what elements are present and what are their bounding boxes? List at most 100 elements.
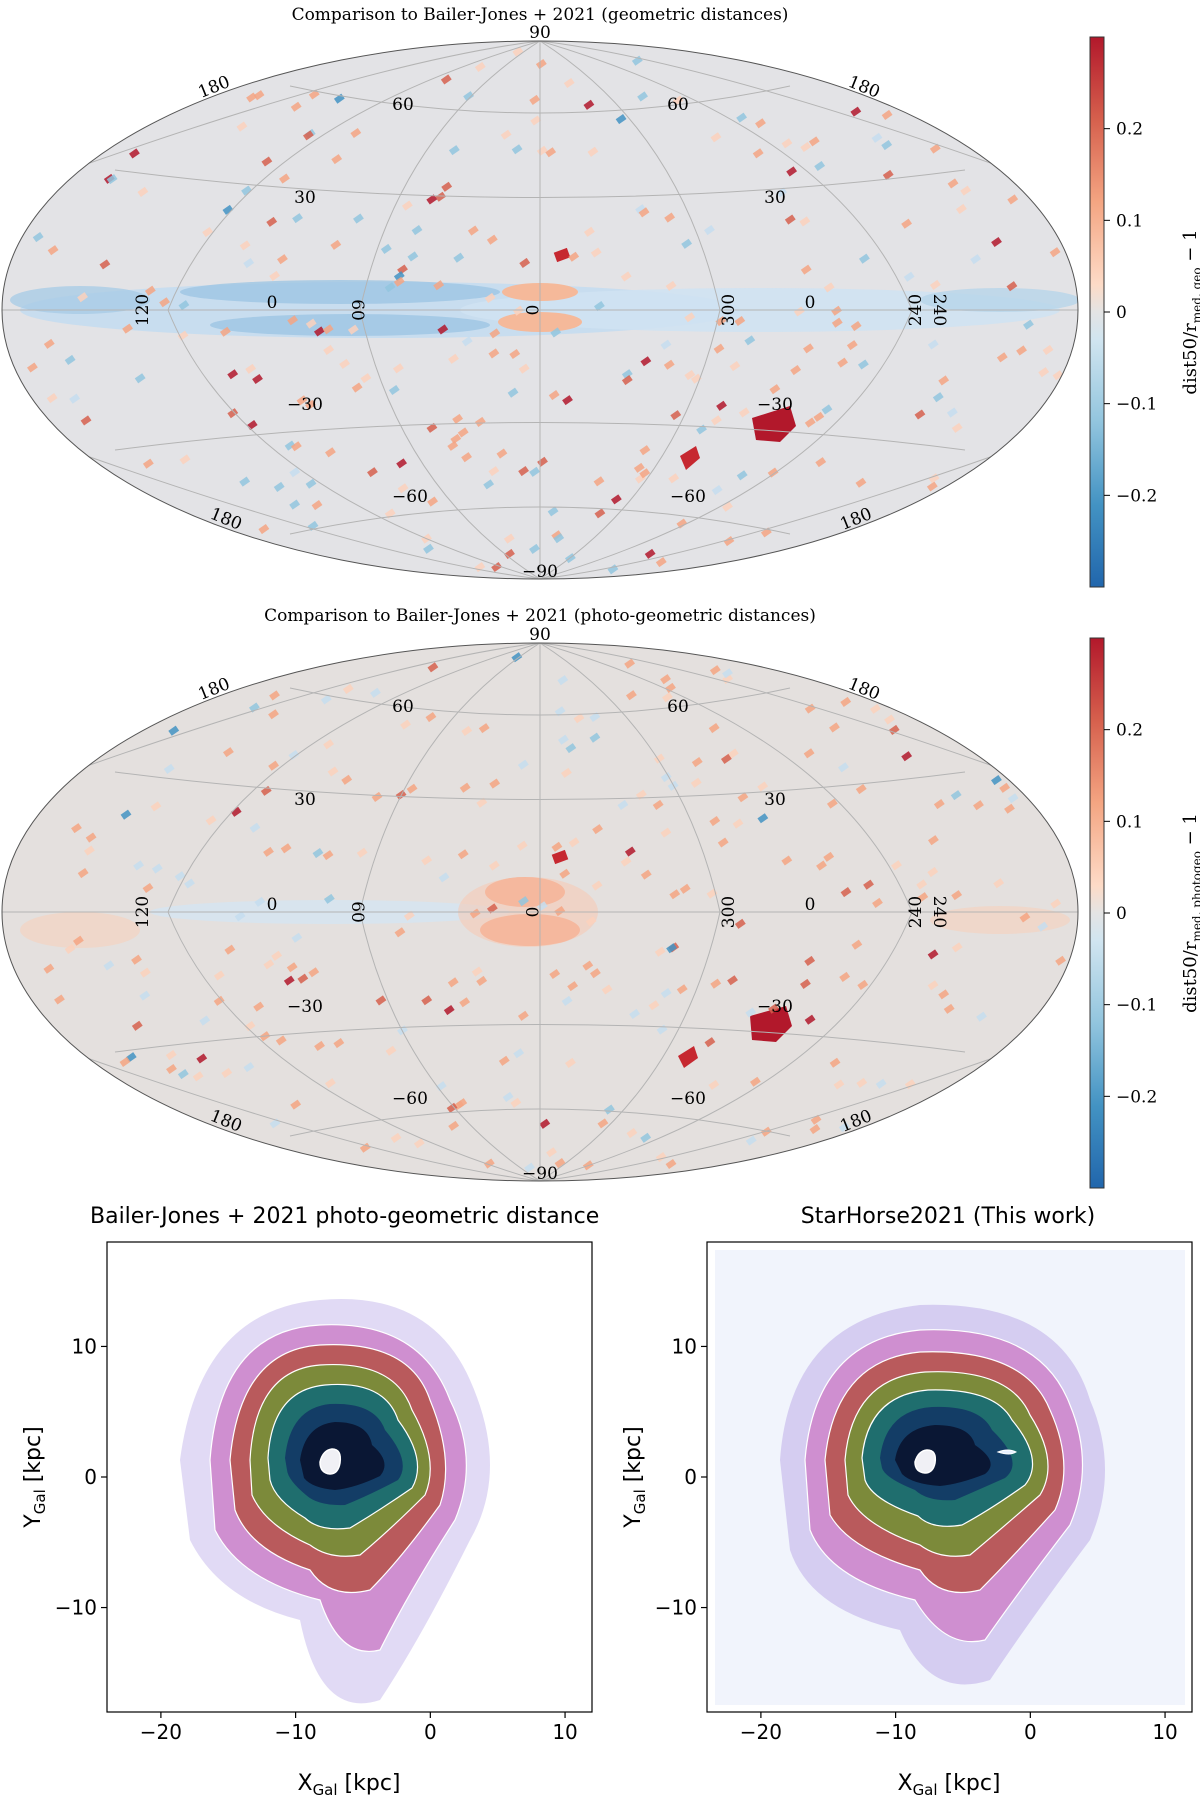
map-pixel bbox=[524, 1162, 535, 1173]
map-pixel bbox=[323, 893, 335, 904]
map-pixel bbox=[736, 112, 748, 123]
map-pixel bbox=[713, 343, 725, 354]
map-pixel bbox=[457, 849, 469, 860]
map-pixel bbox=[749, 1076, 761, 1087]
map-pixel bbox=[230, 806, 242, 817]
map-pixel bbox=[500, 129, 512, 140]
map-pixel bbox=[333, 1038, 345, 1049]
map-pixel bbox=[601, 984, 613, 995]
map-pixel bbox=[139, 990, 151, 1001]
map-pixel bbox=[342, 683, 354, 694]
map1-speckles bbox=[27, 46, 1064, 575]
map-pixel bbox=[727, 975, 738, 986]
map-pixel bbox=[583, 226, 595, 237]
map-pixel bbox=[517, 759, 529, 770]
map-pixel bbox=[489, 328, 501, 339]
map-pixel bbox=[305, 399, 316, 410]
map-pixel bbox=[639, 468, 651, 479]
map-pixel bbox=[881, 140, 893, 151]
map-pixel bbox=[245, 363, 257, 374]
map-pixel bbox=[168, 725, 180, 736]
map-pixel bbox=[446, 1102, 458, 1113]
map-pixel bbox=[736, 470, 748, 481]
map-pixel bbox=[287, 315, 299, 326]
map-pixel bbox=[560, 767, 572, 778]
map-pixel bbox=[592, 824, 603, 835]
map-pixel bbox=[289, 499, 301, 510]
map-pixel bbox=[808, 136, 820, 147]
map-pixel bbox=[144, 285, 156, 296]
map-pixel bbox=[43, 338, 55, 349]
map-pixel bbox=[289, 467, 301, 478]
map-pixel bbox=[708, 723, 720, 734]
map-pixel bbox=[637, 91, 648, 102]
map1-lon-60: 60 bbox=[347, 299, 367, 321]
map-pixel bbox=[248, 702, 260, 713]
map-pixel bbox=[624, 658, 636, 669]
map-pixel bbox=[165, 1049, 177, 1061]
map-pixel bbox=[80, 415, 92, 426]
map-pixel bbox=[710, 415, 722, 426]
map-pixel bbox=[955, 203, 967, 214]
map-pixel bbox=[69, 393, 81, 404]
map-pixel bbox=[139, 967, 151, 978]
map1-lat-30n-left: 30 bbox=[294, 188, 316, 208]
map-pixel bbox=[320, 694, 332, 705]
map-pixel bbox=[131, 1020, 143, 1031]
map1-lon-120: 120 bbox=[133, 294, 153, 326]
map-pixel bbox=[290, 1099, 302, 1110]
map-pixel bbox=[644, 548, 656, 559]
map-pixel bbox=[488, 348, 500, 359]
map-pixel bbox=[223, 747, 234, 758]
map-pixel bbox=[709, 815, 721, 827]
map-pixel bbox=[660, 827, 672, 838]
map-pixel bbox=[704, 225, 715, 236]
map-pixel bbox=[833, 1079, 845, 1090]
map-pixel bbox=[665, 682, 676, 693]
map-pixel bbox=[639, 445, 651, 456]
map-pixel bbox=[786, 166, 798, 177]
map1-title: Comparison to Bailer-Jones + 2021 (geome… bbox=[292, 5, 789, 25]
map-pixel bbox=[488, 466, 500, 477]
map-pixel bbox=[951, 422, 963, 433]
map-pixel bbox=[799, 216, 811, 227]
map1-lon-240: 240 bbox=[906, 294, 926, 326]
density-left-xlabel: XGal [kpc] bbox=[297, 1771, 400, 1799]
map-pixel bbox=[663, 359, 675, 370]
map-pixel bbox=[384, 282, 396, 293]
map-pixel bbox=[938, 375, 950, 386]
map-pixel bbox=[928, 835, 939, 846]
map-pixel bbox=[133, 860, 144, 871]
map2-lat-60s-right: −60 bbox=[670, 1089, 706, 1109]
map1-lon-0: 0 bbox=[521, 305, 541, 316]
map-pixel bbox=[511, 652, 523, 663]
map-pixel bbox=[192, 1071, 204, 1082]
map-pixel bbox=[518, 363, 530, 374]
map-pixel bbox=[660, 988, 672, 999]
map-pixel bbox=[331, 154, 343, 165]
map-pixel bbox=[593, 476, 605, 487]
map-pixel bbox=[554, 1157, 566, 1169]
colorbar-tick-label: 0.1 bbox=[1116, 812, 1143, 832]
map-pixel bbox=[590, 968, 601, 979]
map-pixel bbox=[620, 856, 632, 867]
map-pixel bbox=[809, 1124, 821, 1135]
map-pixel bbox=[396, 458, 408, 469]
map-pixel bbox=[635, 789, 647, 800]
map-pixel bbox=[744, 335, 756, 346]
map-pixel bbox=[268, 709, 279, 720]
map-pixel bbox=[275, 1035, 287, 1046]
map-pixel bbox=[291, 932, 303, 943]
map-pixel bbox=[314, 1040, 325, 1051]
map-pixel bbox=[970, 254, 982, 265]
map-pixel bbox=[46, 393, 58, 404]
map-pixel bbox=[991, 236, 1002, 248]
map-pixel bbox=[1006, 281, 1018, 292]
map-pixel bbox=[122, 323, 133, 334]
map-pixel bbox=[367, 467, 378, 478]
map-pixel bbox=[603, 1104, 615, 1115]
map-pixel bbox=[973, 800, 984, 811]
map-pixel bbox=[178, 300, 190, 311]
map-pixel bbox=[840, 696, 852, 707]
map1-lat-30s-right: −30 bbox=[757, 395, 793, 415]
